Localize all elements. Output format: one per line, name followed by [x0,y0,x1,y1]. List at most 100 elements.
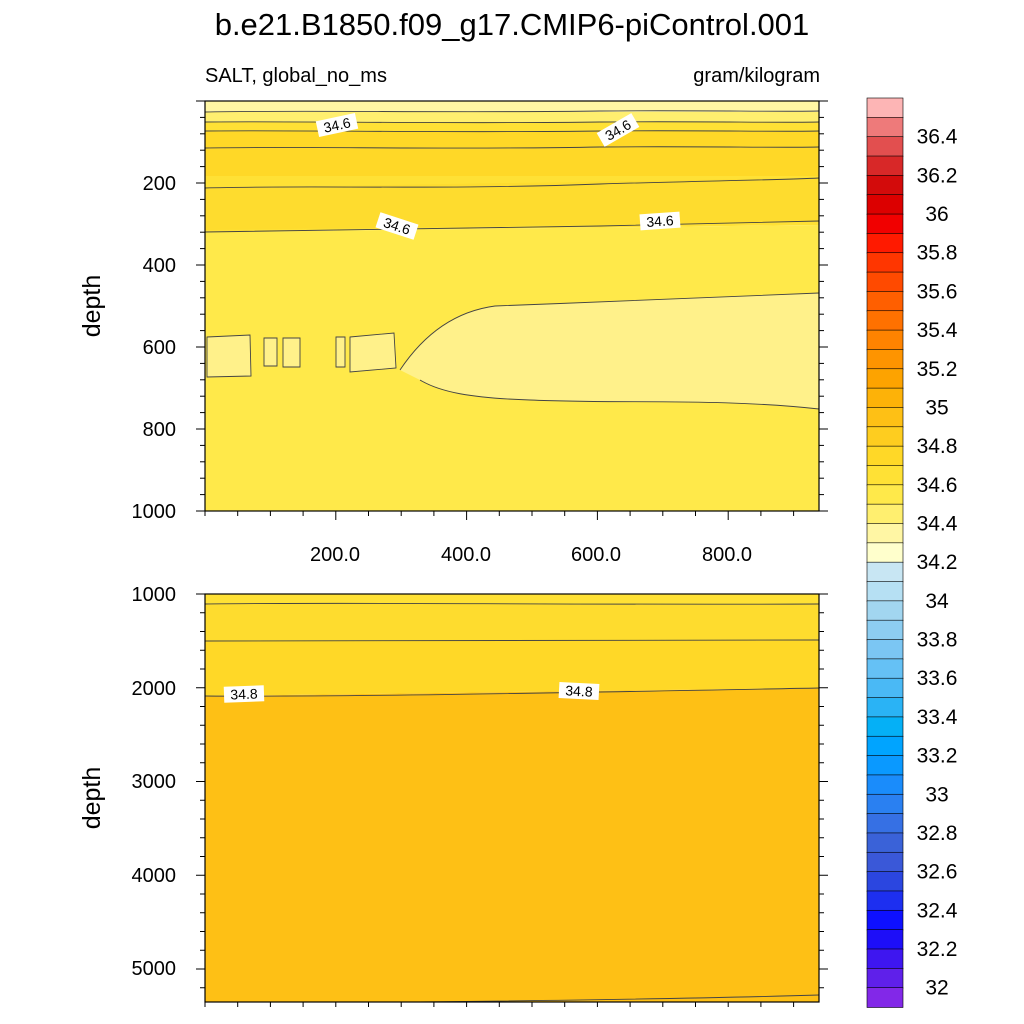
upper-panel: 34.6 34.6 34.6 34.6 200 400 600 800 1000… [78,100,828,566]
colorbar-swatch [866,97,904,119]
contour-line-3 [204,130,820,133]
xtick-400: 400.0 [441,544,491,566]
colorbar-swatch [866,890,904,912]
lower-band-2 [205,604,819,641]
contour-label-1: 34.6 [322,114,352,135]
contour-label-4: 34.6 [646,212,675,230]
lower-band-3 [205,640,819,696]
colorbar-label: 32.8 [917,822,958,845]
colorbar-swatch [866,987,904,1008]
contour-line-5 [204,177,820,189]
colorbar-swatch [866,175,904,196]
colorbar-swatch [866,155,904,177]
colorbar-swatch [866,291,904,312]
low-salinity-tongue [400,293,819,409]
upper-band-0 [205,101,819,112]
colorbar-swatch [866,677,904,699]
colorbar-swatch [866,735,904,757]
colorbar-swatch [866,561,904,583]
contour-line-12 [335,336,346,368]
colorbar-label: 35.8 [917,242,958,265]
lower-band-1 [205,594,819,604]
contour-line-11 [282,337,301,368]
lower-contour-line-1 [204,602,820,605]
lower-ylabel: depth [78,767,106,830]
fragment-2 [264,338,277,366]
lower-band-4 [205,688,819,1002]
colorbar-label: 34.8 [917,435,958,458]
colorbar-label: 33.4 [917,706,958,729]
colorbar-label: 32.6 [917,861,958,884]
colorbar-swatch [866,600,904,621]
upper-band-1 [205,112,819,122]
subtitle-left: SALT, global_no_ms [205,65,387,87]
contour-label-6: 34.8 [565,682,593,699]
colorbar-swatch [866,619,904,641]
lower-contour-line-4 [419,994,820,1003]
lower-ytick-5000: 5000 [132,958,177,980]
colorbar-swatch [866,445,904,467]
colorbar-swatch [866,484,904,505]
colorbar-label: 36.4 [917,126,958,149]
xtick-200: 200.0 [310,544,360,566]
contour-line-13 [349,332,397,373]
contour-line-2 [204,121,820,124]
colorbar-swatch [866,271,904,293]
lower-ytick-3000: 3000 [132,771,177,793]
colorbar-label: 32.4 [917,899,958,922]
colorbar-swatch [866,503,904,525]
colorbar-swatch [866,542,904,563]
upper-panel-frame [204,100,820,512]
colorbar-label: 36 [925,203,948,226]
upper-ylabel: depth [78,275,106,338]
upper-ytick-1000: 1000 [132,501,177,523]
upper-contour-lines [204,110,820,410]
colorbar-label: 32.2 [917,938,958,961]
colorbar-label: 35 [925,396,948,419]
contour-line-9 [206,334,252,378]
colorbar-label: 33.2 [917,745,958,768]
colorbar-swatch [866,929,904,950]
colorbar-label: 33 [925,783,948,806]
colorbar-swatch [866,213,904,235]
colorbar-swatch [866,407,904,428]
colorbar-swatch [866,194,904,215]
colorbar-swatch [866,117,904,138]
colorbar-swatch [866,871,904,892]
lower-ytick-1000: 1000 [132,584,177,606]
colorbar-swatch [866,658,904,680]
colorbar-label: 34.4 [917,512,958,535]
colorbar-swatch [866,426,904,447]
colorbar-swatch [866,909,904,931]
fragment-1 [207,335,251,377]
contour-label-5: 34.8 [230,686,258,703]
contour-label-box-2 [596,113,640,147]
colorbar-label: 33.8 [917,629,958,652]
xtick-600: 600.0 [571,544,621,566]
lower-ticks [196,593,828,1007]
lower-panel-frame [204,593,820,1003]
colorbar-swatch [866,523,904,544]
contour-line-8 [419,379,820,410]
contour-line-6 [204,220,820,233]
colorbar-swatch [866,310,904,331]
colorbar-swatch [866,581,904,602]
colorbar-swatch [866,697,904,718]
colorbar-swatch [866,329,904,351]
contour-label-box-6 [558,681,600,701]
colorbar-swatch [866,948,904,970]
xtick-800: 800.0 [702,544,752,566]
contour-line-4 [204,146,820,149]
colorbar-swatch [866,793,904,815]
colorbar-label: 35.2 [917,358,958,381]
contour-line-7 [399,292,820,371]
lower-contour-line-3 [204,687,820,697]
lower-panel: 34.8 34.8 1000 2000 3000 4000 5000 depth [78,584,828,1007]
upper-ticks [196,100,828,520]
contour-label-box-3 [375,212,419,240]
upper-ytick-400: 400 [143,255,176,277]
fragment-3 [283,338,300,367]
colorbar-labels: 36.4 36.2 36 35.8 35.6 35.4 35.2 35 34.8 34.6 34.4… [917,126,958,1000]
contour-label-box-1 [315,113,359,137]
